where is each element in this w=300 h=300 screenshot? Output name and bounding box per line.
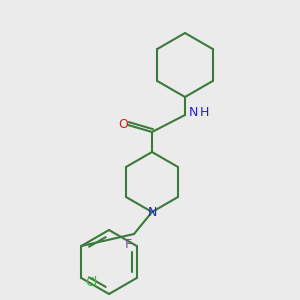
Text: F: F xyxy=(125,238,132,250)
Text: N: N xyxy=(188,106,198,118)
Text: H: H xyxy=(199,106,209,118)
Text: Cl: Cl xyxy=(85,277,98,290)
Text: O: O xyxy=(118,118,128,131)
Text: N: N xyxy=(147,206,157,218)
